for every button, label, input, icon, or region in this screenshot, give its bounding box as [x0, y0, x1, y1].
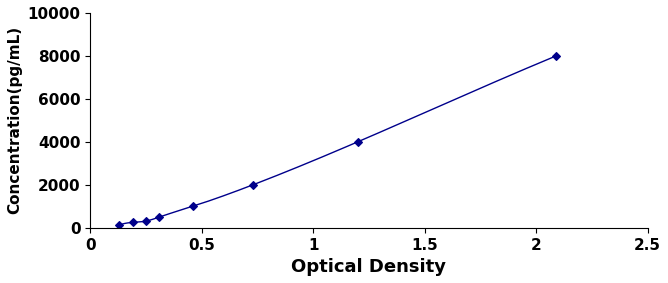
Y-axis label: Concentration(pg/mL): Concentration(pg/mL)	[7, 26, 22, 215]
X-axis label: Optical Density: Optical Density	[291, 258, 446, 276]
